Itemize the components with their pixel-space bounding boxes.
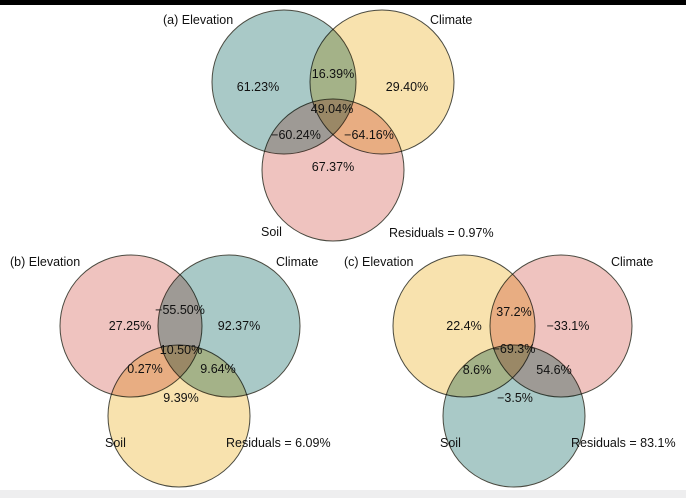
circle-soil — [107, 344, 251, 488]
bottom-border — [0, 490, 686, 498]
region-elevation-climate: 16.39% — [312, 67, 354, 81]
top-border — [0, 0, 686, 5]
region-climate-soil: −64.16% — [344, 128, 394, 142]
panel-title: (b) Elevation — [10, 255, 80, 269]
circle-soil — [442, 344, 586, 488]
region-elevation-climate: −55.50% — [155, 303, 205, 317]
region-elevation-only: 22.4% — [446, 319, 481, 333]
label-soil: Soil — [261, 225, 282, 239]
residuals-label: Residuals = 83.1% — [571, 436, 676, 450]
label-soil: Soil — [440, 436, 461, 450]
venn-panel-a: (a) Elevation Climate Soil Residuals = 0… — [163, 9, 494, 242]
label-climate: Climate — [430, 13, 472, 27]
region-soil-only: −3.5% — [497, 391, 533, 405]
region-climate-soil: 54.6% — [536, 363, 571, 377]
label-climate: Climate — [611, 255, 653, 269]
region-climate-only: −33.1% — [547, 319, 590, 333]
residuals-label: Residuals = 0.97% — [389, 226, 494, 240]
region-elevation-soil: −60.24% — [271, 128, 321, 142]
panel-title: (c) Elevation — [344, 255, 414, 269]
panel-title: (a) Elevation — [163, 13, 233, 27]
region-all: −69.3% — [493, 342, 536, 356]
region-elevation-only: 61.23% — [237, 80, 279, 94]
venn-panel-b: (b) Elevation Climate Soil Residuals = 6… — [10, 254, 331, 488]
circle-soil — [261, 98, 405, 242]
label-climate: Climate — [276, 255, 318, 269]
region-elevation-only: 27.25% — [109, 319, 151, 333]
region-all: 49.04% — [311, 102, 353, 116]
region-all: 10.50% — [160, 343, 202, 357]
region-climate-only: 92.37% — [218, 319, 260, 333]
residuals-label: Residuals = 6.09% — [226, 436, 331, 450]
label-soil: Soil — [105, 436, 126, 450]
region-climate-only: 29.40% — [386, 80, 428, 94]
region-climate-soil: 9.64% — [200, 362, 235, 376]
region-elevation-soil: 0.27% — [127, 362, 162, 376]
venn-panel-c: (c) Elevation Climate Soil Residuals = 8… — [344, 254, 676, 488]
region-elevation-climate: 37.2% — [496, 305, 531, 319]
region-elevation-soil: 8.6% — [463, 363, 492, 377]
region-soil-only: 67.37% — [312, 160, 354, 174]
region-soil-only: 9.39% — [163, 391, 198, 405]
